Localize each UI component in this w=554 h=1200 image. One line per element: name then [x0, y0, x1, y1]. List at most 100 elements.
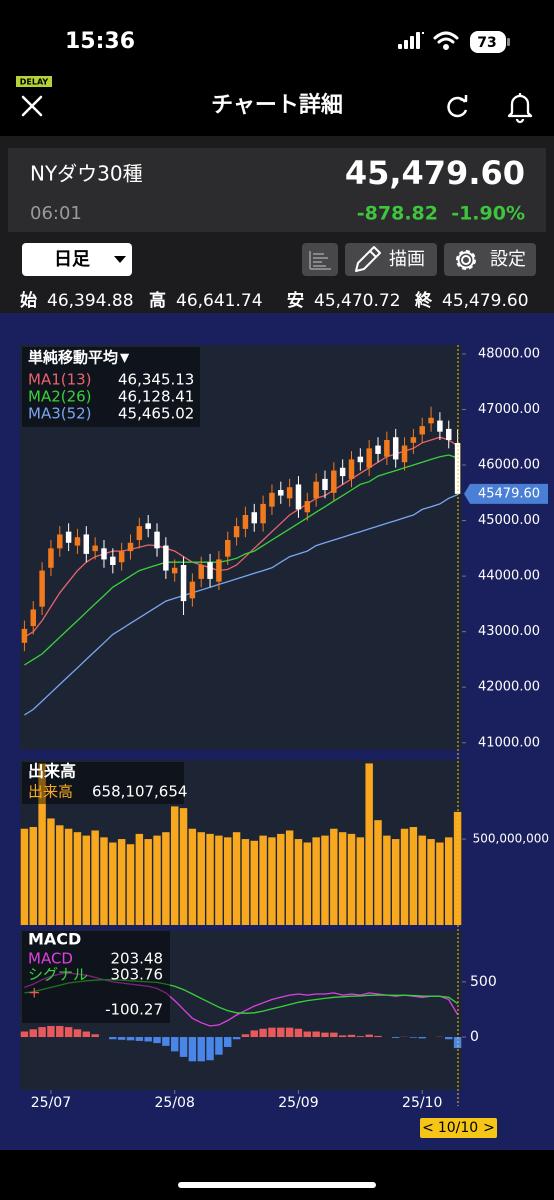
- y-tick-label: 47000.00: [478, 402, 540, 417]
- moving-average-line: [24, 454, 458, 666]
- delay-label: DELAY: [20, 78, 49, 87]
- histogram-bar: [135, 1037, 144, 1041]
- candle-body: [445, 428, 452, 440]
- candle-body: [242, 515, 249, 529]
- signal-icon: [398, 32, 424, 49]
- candle-body: [154, 531, 160, 549]
- histogram-bar: [303, 1031, 312, 1038]
- y-tick-label: 48000.00: [478, 346, 540, 361]
- delay-badge: [16, 76, 52, 87]
- x-tick-label: 25/09: [278, 1095, 318, 1111]
- volume-bar: [135, 833, 144, 925]
- candle-body: [118, 551, 125, 563]
- battery: [470, 31, 506, 53]
- histogram-bar: [109, 1037, 117, 1040]
- candle-body: [65, 531, 72, 543]
- refresh-button[interactable]: [447, 95, 468, 118]
- candle-body: [251, 512, 258, 524]
- candle-body: [437, 420, 443, 432]
- histogram-bar: [73, 1029, 82, 1038]
- volume-bar: [47, 818, 55, 925]
- histogram-bar: [215, 1037, 223, 1055]
- histogram-bar: [197, 1037, 205, 1062]
- candle-body: [384, 440, 390, 457]
- volume-bar: [453, 811, 462, 925]
- volume-bar: [179, 808, 188, 925]
- alert-button[interactable]: [507, 93, 533, 124]
- macd-line: [24, 979, 458, 1014]
- candle-body: [428, 417, 434, 424]
- volume-bar: [268, 837, 276, 925]
- candle-body: [366, 448, 372, 468]
- candle-body: [410, 437, 417, 443]
- y-tick-label: 500: [470, 974, 497, 990]
- settings-label: 設定: [490, 249, 526, 270]
- volume-bar: [400, 828, 409, 925]
- candle-body: [260, 503, 266, 524]
- x-tick-label: 25/08: [155, 1095, 195, 1111]
- volume-bar: [91, 830, 99, 925]
- candle-body: [322, 478, 328, 490]
- candle-body: [30, 609, 37, 627]
- legend-name: MA2(26): [28, 388, 92, 406]
- cursor-date-tag[interactable]: [420, 1118, 497, 1138]
- candle-body: [189, 581, 196, 599]
- volume-bar: [100, 837, 108, 925]
- volume-bar: [170, 806, 179, 925]
- histogram-bar: [321, 1032, 329, 1038]
- indicator-icon: [309, 251, 331, 270]
- period-selector[interactable]: [22, 243, 132, 276]
- period-label: 日足: [54, 249, 90, 270]
- candle-body: [357, 456, 364, 463]
- histogram-bar: [418, 1037, 426, 1039]
- volume-bar: [330, 828, 338, 925]
- histogram-bar: [232, 1037, 241, 1040]
- legend-value: 45,465.02: [118, 405, 194, 423]
- moving-average-line: [24, 494, 458, 716]
- candle-body: [198, 565, 204, 579]
- price-change-percent: -1.90%: [451, 203, 525, 225]
- volume-bar: [224, 837, 232, 925]
- x-tick-label: 25/07: [31, 1095, 71, 1111]
- candle-body: [180, 565, 187, 602]
- macd-panel: [20, 930, 462, 1090]
- cursor-next[interactable]: >: [483, 1120, 495, 1136]
- pencil-icon: [355, 246, 381, 272]
- histogram-bar: [162, 1037, 170, 1046]
- volume-bar: [144, 839, 152, 925]
- indicator-button[interactable]: [302, 243, 338, 276]
- histogram-bar: [170, 1037, 179, 1052]
- candle-body: [74, 537, 81, 546]
- draw-button[interactable]: [345, 243, 437, 276]
- top-background: [0, 0, 554, 136]
- bottom-bar: [0, 1150, 554, 1200]
- candle-body: [419, 426, 425, 435]
- ohlc-row: 始 46,394.88 高 46,641.74 安 45,470.72 終 45,479.60: [20, 290, 529, 311]
- ohlc-label: 始: [20, 290, 37, 311]
- histogram-bar: [268, 1027, 276, 1038]
- legend-box: [22, 931, 170, 1023]
- volume-bar: [347, 833, 356, 925]
- histogram-bar: [312, 1031, 320, 1038]
- cursor-prev[interactable]: <: [422, 1120, 434, 1136]
- volume-bar: [162, 832, 170, 925]
- legend-name: シグナル: [28, 966, 88, 984]
- candle-body: [233, 526, 240, 538]
- candle-body: [83, 534, 90, 554]
- volume-bar: [82, 835, 91, 925]
- histogram-bar: [330, 1032, 338, 1038]
- volume-bar: [126, 844, 135, 925]
- close-button[interactable]: [21, 95, 43, 117]
- histogram-bar: [374, 1035, 382, 1038]
- volume-bar: [445, 837, 453, 925]
- y-tick-label: 43000.00: [478, 624, 540, 639]
- x-tick-label: 25/10: [402, 1095, 442, 1111]
- ohlc-value: 46,394.88: [47, 291, 134, 311]
- ohlc-label: 安: [287, 290, 304, 311]
- volume-bar: [409, 827, 418, 925]
- candle-body: [401, 445, 408, 463]
- candle-body: [295, 484, 302, 510]
- histogram-bar: [64, 1027, 73, 1038]
- histogram-bar: [241, 1034, 250, 1038]
- volume-bar: [109, 842, 117, 925]
